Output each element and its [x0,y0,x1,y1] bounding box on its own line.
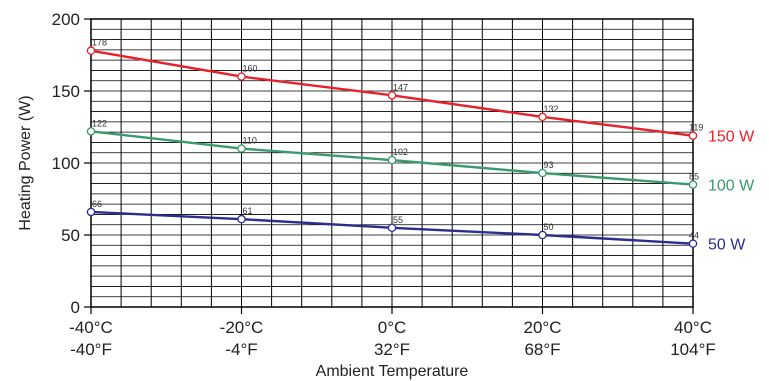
data-point [86,46,96,55]
data-point [387,91,397,100]
data-point [237,144,246,153]
series-label: 100 W [708,178,755,195]
x-tick-label-fahrenheit: 104°F [670,340,716,359]
x-tick-label-celsius: 20°C [524,318,562,337]
series-label: 50 W [708,237,746,254]
data-point [387,223,397,233]
x-tick-label-fahrenheit: 32°F [374,340,410,359]
data-label: 102 [393,147,408,157]
data-label: 66 [92,199,102,209]
data-label: 122 [92,118,107,128]
x-tick-label-celsius: 0°C [378,318,407,337]
x-tick-label-celsius: -40°C [69,318,113,337]
x-tick-label-celsius: 40°C [674,318,712,337]
data-point [86,127,96,136]
x-axis-label: Ambient Temperature [316,363,469,380]
data-label: 93 [544,160,554,170]
grid [91,19,693,307]
y-axis: 0 50 100 150 200 [52,10,91,317]
y-tick-label: 200 [52,10,80,29]
data-point [237,214,246,224]
data-label: 119 [689,123,703,133]
y-tick-label: 0 [71,298,80,317]
x-tick-label-fahrenheit: 68°F [524,340,560,359]
data-label: 132 [544,104,559,114]
data-label: 178 [92,38,107,48]
series-100w: 122 110 102 93 85 100 W [86,118,755,195]
data-label: 147 [393,82,408,92]
y-axis-label: Heating Power (W) [17,95,34,230]
series-50w: 66 61 55 50 44 50 W [86,199,746,254]
data-point [387,155,397,165]
data-point [538,230,547,240]
x-tick-label-fahrenheit: -4°F [225,340,257,359]
data-point [688,131,698,140]
data-point [237,72,246,81]
x-axis: -40°C -40°F -20°C -4°F 0°C 32°F 20°C 68°F 40°C 10… [69,307,716,359]
series-label: 150 W [708,129,755,146]
x-tick-label-celsius: -20°C [220,318,264,337]
data-point [538,168,547,178]
x-tick-label-fahrenheit: -40°F [70,340,112,359]
data-label: 44 [689,231,699,241]
data-label: 110 [243,136,257,146]
data-point [86,207,96,217]
y-tick-label: 150 [52,82,80,101]
series-150w: 178 160 147 132 119 150 W [86,38,755,146]
data-point [688,239,698,248]
data-label: 50 [544,222,554,232]
data-point [538,112,547,122]
y-tick-label: 100 [52,154,80,173]
data-label: 160 [243,64,258,74]
series-layer: 178 160 147 132 119 150 W 122 110 102 93 85 100 W 66… [86,38,755,254]
data-label: 61 [243,206,253,216]
data-label: 85 [689,172,699,182]
data-point [688,180,698,189]
y-tick-label: 50 [61,226,80,245]
data-label: 55 [393,215,403,225]
